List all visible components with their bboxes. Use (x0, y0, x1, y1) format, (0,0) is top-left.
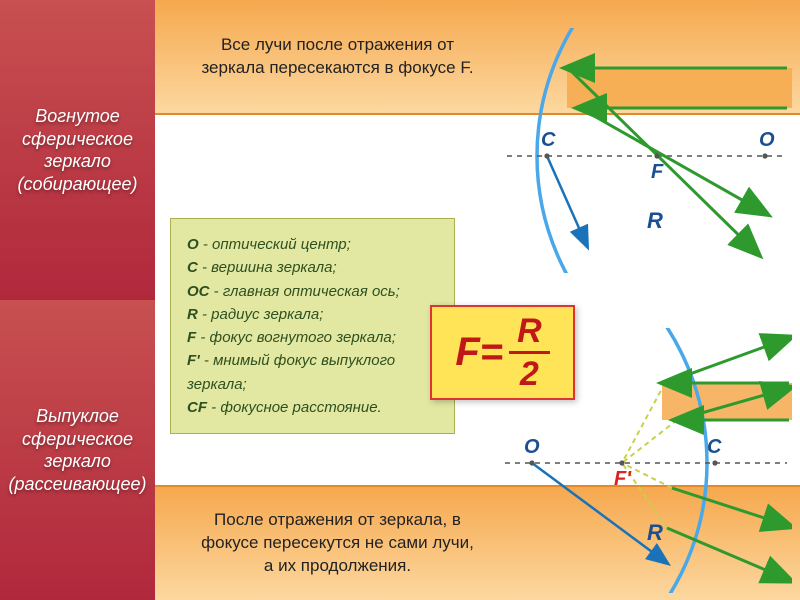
formula-num: R (509, 314, 550, 354)
svg-text:O: O (524, 436, 540, 458)
legend-line: O - оптический центр; (187, 233, 440, 256)
formula-box: F= R 2 (430, 305, 575, 400)
svg-text:F: F (651, 161, 664, 183)
legend-line: R - радиус зеркала; (187, 303, 440, 326)
diagram-concave: C F O R (497, 28, 792, 273)
band-top-text: Все лучи после отражения от зеркала пере… (195, 34, 480, 80)
sidebar-concave: Вогнутое сферическое зеркало (собирающее… (0, 0, 155, 300)
svg-text:F': F' (614, 468, 632, 490)
formula-lhs: F= (455, 330, 503, 375)
legend-box: O - оптический центр;C - вершина зеркала… (170, 218, 455, 434)
formula: F= R 2 (455, 314, 549, 391)
formula-den: 2 (520, 354, 539, 391)
sidebar-concave-label: Вогнутое сферическое зеркало (собирающее… (10, 105, 145, 195)
svg-text:O: O (759, 129, 775, 151)
band-bot-text: После отражения от зеркала, в фокусе пер… (195, 509, 480, 578)
sidebar-convex: Выпуклое сферическое зеркало (рассеивающ… (0, 300, 155, 600)
svg-text:R: R (647, 208, 663, 233)
sidebar-convex-label: Выпуклое сферическое зеркало (рассеивающ… (9, 405, 147, 495)
svg-text:C: C (541, 129, 556, 151)
svg-text:C: C (707, 436, 722, 458)
legend-line: F - фокус вогнутого зеркала; (187, 326, 440, 349)
formula-fraction: R 2 (509, 314, 550, 391)
legend-line: OC - главная оптическая ось; (187, 280, 440, 303)
legend-line: CF - фокусное расстояние. (187, 396, 440, 419)
svg-text:R: R (647, 520, 663, 545)
legend-line: F' - мнимый фокус выпуклого зеркала; (187, 349, 440, 396)
legend-line: C - вершина зеркала; (187, 256, 440, 279)
